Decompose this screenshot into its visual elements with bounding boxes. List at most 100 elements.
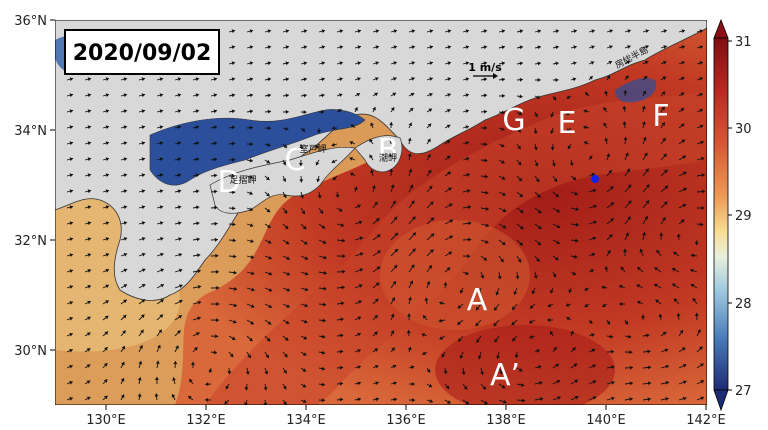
current-arrow-head: [683, 187, 687, 192]
current-arrow-head: [249, 77, 254, 82]
current-arrow-head: [229, 353, 234, 358]
current-arrow-head: [676, 313, 681, 317]
current-arrow-head: [87, 125, 92, 130]
current-arrow-head: [622, 121, 627, 125]
current-arrow-head: [196, 253, 201, 258]
colorbar-bar: [713, 37, 729, 391]
current-arrow-head: [465, 271, 469, 276]
current-arrow-head: [87, 77, 92, 82]
current-arrow-head: [196, 237, 200, 242]
current-arrow-head: [87, 157, 92, 162]
current-arrow-head: [592, 236, 597, 241]
current-arrow-head: [375, 381, 379, 386]
current-arrow-head: [627, 200, 632, 205]
current-arrow-head: [483, 257, 487, 261]
current-arrow-head: [501, 384, 506, 389]
current-arrow-head: [195, 205, 200, 210]
current-arrow-head: [178, 315, 182, 319]
current-arrow-head: [583, 125, 587, 130]
current-arrow-head: [629, 381, 634, 386]
current-arrow-head: [232, 190, 236, 195]
current-arrow-head: [555, 61, 559, 66]
current-arrow-head: [304, 271, 309, 276]
current-arrow-head: [519, 225, 524, 230]
current-arrow-head: [461, 371, 466, 375]
lat-tick-34: 34°N: [14, 124, 47, 139]
current-arrow-head: [249, 158, 253, 163]
current-arrow-head: [553, 346, 557, 351]
current-arrow-head: [694, 312, 699, 316]
date-label: 2020/09/02: [73, 41, 212, 66]
current-arrow-head: [463, 386, 468, 390]
lon-tick-142: 142°E: [686, 413, 726, 428]
current-arrow-head: [517, 161, 522, 166]
current-arrow-head: [339, 61, 343, 66]
current-arrow-head: [369, 139, 373, 143]
current-arrow-head: [214, 189, 218, 194]
current-arrow-head: [321, 398, 326, 403]
current-arrow-head: [195, 157, 200, 162]
current-arrow-head: [575, 222, 579, 227]
current-arrow-head: [123, 237, 128, 241]
current-arrow-head: [268, 271, 273, 276]
current-arrow-head: [501, 241, 506, 245]
current-arrow-head: [583, 141, 588, 145]
current-arrow-head: [232, 174, 236, 179]
current-arrow-head: [285, 45, 290, 50]
current-arrow-head: [331, 159, 336, 164]
current-arrow-head: [244, 387, 249, 391]
current-arrow-head: [441, 353, 446, 358]
current-arrow-head: [611, 380, 615, 385]
current-arrow-head: [566, 128, 570, 132]
current-arrow-head: [215, 318, 220, 323]
current-arrow-head: [662, 76, 667, 80]
current-arrow-head: [483, 45, 488, 50]
current-arrow-head: [608, 234, 613, 238]
current-arrow-head: [547, 317, 551, 322]
cb-tick-27: 27: [735, 384, 752, 399]
current-arrow-head: [701, 189, 706, 194]
southern-warm-pool: [435, 325, 615, 405]
current-arrow-head: [123, 252, 128, 257]
current-arrow-head: [141, 157, 146, 162]
current-arrow-head: [87, 141, 92, 146]
current-arrow-head: [429, 77, 433, 81]
current-arrow-head: [409, 280, 414, 285]
current-arrow-head: [120, 394, 125, 398]
current-arrow-head: [141, 109, 146, 114]
current-arrow-head: [265, 176, 270, 181]
current-arrow-head: [249, 223, 254, 228]
current-arrow-head: [105, 141, 110, 146]
current-arrow-head: [626, 60, 631, 65]
current-arrow-head: [350, 172, 354, 177]
current-arrow-head: [231, 45, 236, 50]
current-arrow-head: [680, 123, 685, 128]
current-arrow-head: [683, 380, 687, 385]
current-arrow-head: [609, 45, 613, 49]
current-arrow-head: [555, 363, 559, 368]
current-arrow-head: [369, 154, 373, 159]
current-arrow-head: [517, 258, 522, 263]
current-arrow-head: [205, 382, 209, 387]
current-arrow-head: [485, 223, 490, 228]
current-arrow-head: [283, 209, 288, 214]
current-arrow-head: [213, 77, 218, 82]
cb-tick-30: 30: [735, 122, 752, 137]
region-label-a-prime: A’: [490, 358, 520, 393]
colorbar-max-arrow: [713, 18, 729, 39]
current-arrow-head: [123, 284, 128, 288]
current-arrow-head: [301, 128, 306, 132]
current-arrow-head: [574, 191, 578, 196]
current-arrow-head: [484, 158, 488, 163]
current-arrow-head: [566, 317, 570, 321]
current-arrow-head: [215, 253, 219, 258]
current-arrow-head: [447, 93, 451, 97]
current-arrow-head: [449, 219, 453, 223]
current-arrow-head: [408, 168, 413, 173]
current-arrow-head: [407, 346, 412, 351]
current-arrow-head: [502, 224, 507, 229]
current-arrow-head: [265, 354, 269, 359]
current-arrow-head: [304, 287, 309, 292]
current-arrow-head: [105, 189, 110, 194]
current-arrow-head: [87, 269, 92, 273]
